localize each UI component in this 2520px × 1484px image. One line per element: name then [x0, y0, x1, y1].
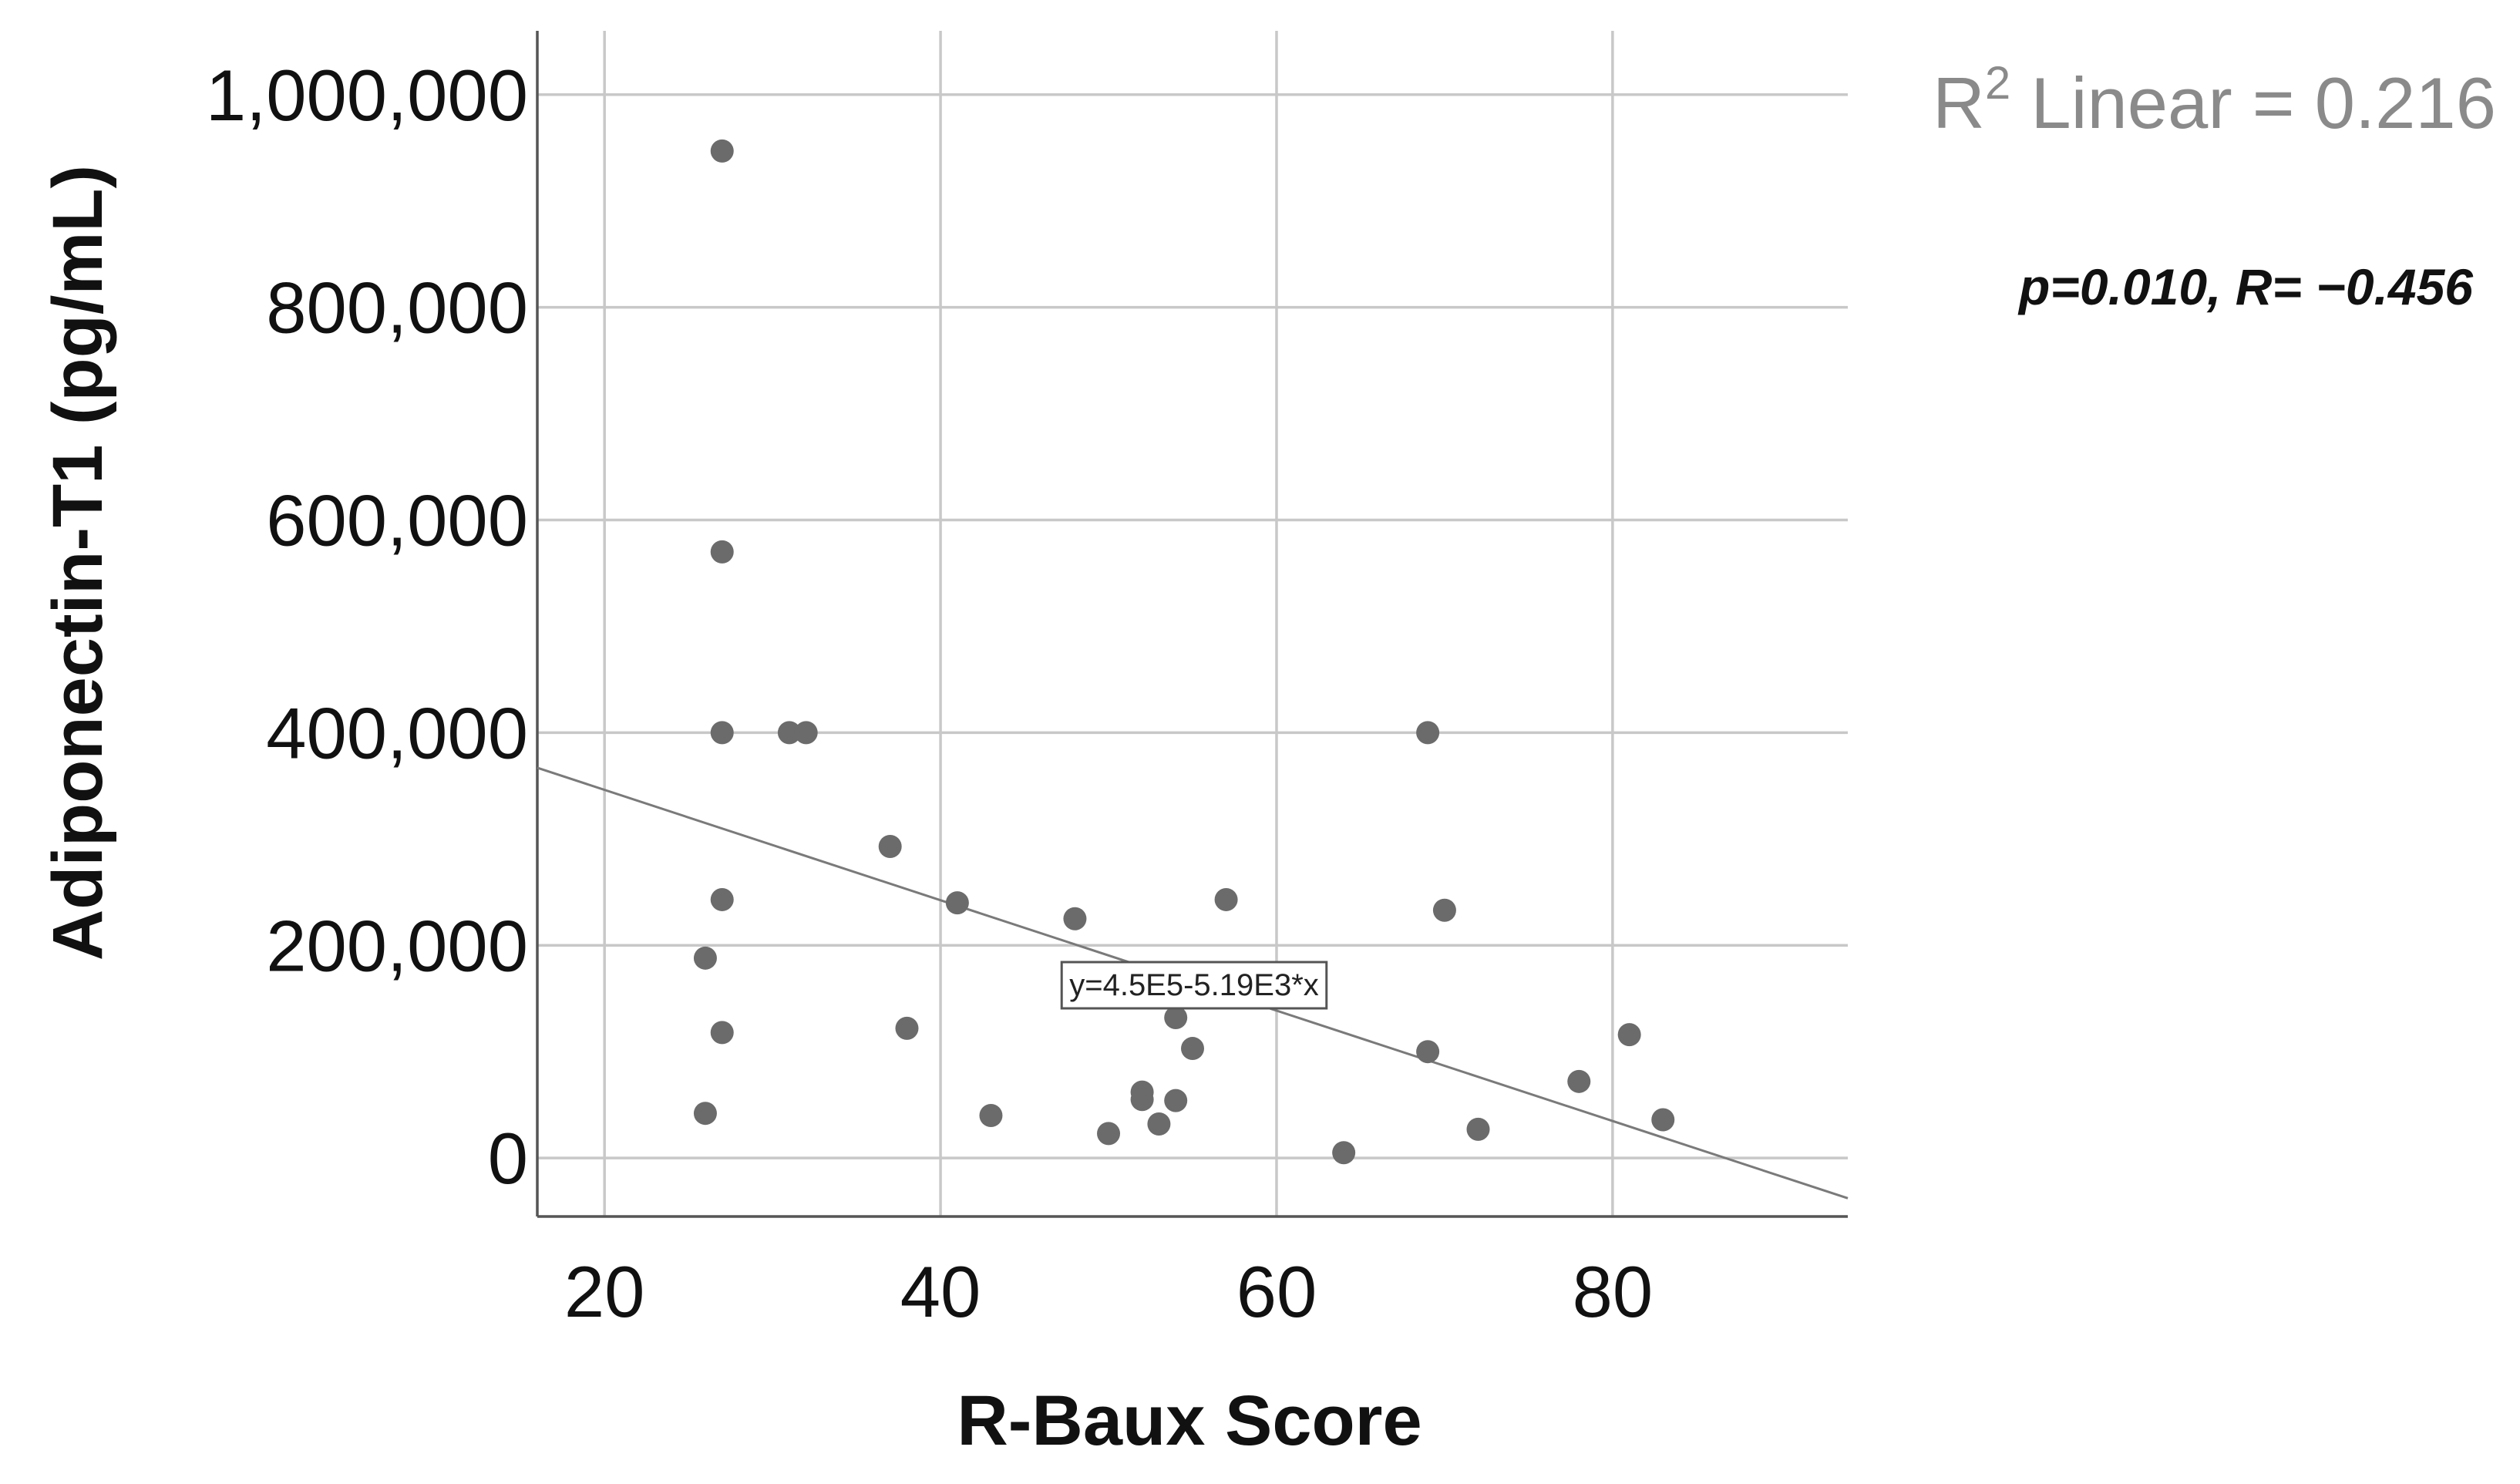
data-point: [945, 891, 969, 915]
data-point: [1181, 1037, 1204, 1061]
r-squared-prefix: R: [1933, 62, 1985, 143]
equation-label: y=4.5E5-5.19E3*x: [1060, 961, 1328, 1010]
y-tick-label: 600,000: [266, 480, 528, 561]
data-point: [1466, 1117, 1490, 1141]
data-point: [693, 1102, 717, 1126]
x-tick-label: 60: [1236, 1251, 1317, 1332]
data-point: [1651, 1108, 1675, 1132]
axes: [536, 31, 1848, 1218]
x-tick-label: 80: [1573, 1251, 1654, 1332]
r-squared-value: Linear = 0.216: [2010, 62, 2496, 143]
data-point: [1617, 1023, 1641, 1047]
data-point: [1164, 1006, 1188, 1030]
data-point: [794, 721, 818, 745]
x-tick-labels: 20 40 60 80: [564, 1251, 1653, 1332]
y-tick-label: 400,000: [266, 692, 528, 773]
data-point: [1432, 898, 1456, 922]
data-point: [1416, 1040, 1440, 1064]
data-point: [710, 1021, 734, 1045]
y-tick-label: 200,000: [266, 905, 528, 986]
data-point: [1147, 1112, 1171, 1136]
data-point: [1063, 907, 1087, 930]
y-tick-label: 800,000: [266, 268, 528, 348]
x-tick-label: 20: [564, 1251, 645, 1332]
x-axis-title: R-Baux Score: [957, 1381, 1421, 1460]
data-point: [710, 139, 734, 163]
horizontal-gridlines: [537, 93, 1848, 1159]
r-squared-superscript: 2: [1985, 57, 2010, 109]
data-point: [1416, 721, 1440, 745]
data-point: [1097, 1122, 1121, 1146]
data-point: [895, 1016, 919, 1040]
data-point: [1214, 887, 1238, 911]
data-point: [1567, 1069, 1591, 1093]
data-point: [710, 721, 734, 745]
data-point: [710, 540, 734, 564]
data-point: [777, 721, 801, 745]
vertical-gridlines: [603, 31, 1614, 1216]
data-point: [1164, 1089, 1188, 1112]
equation-box: [1060, 961, 1328, 1010]
y-axis-title: Adiponectin-T1 (pg/mL): [39, 165, 117, 961]
data-point: [1130, 1088, 1154, 1112]
data-point: [979, 1103, 1003, 1127]
stat-annotation: p=0.010, R= −0.456: [2017, 258, 2474, 315]
y-tick-labels: 0 200,000 400,000 600,000 800,000 1,000,000: [206, 55, 528, 1199]
data-point: [1332, 1141, 1356, 1165]
data-point: [710, 887, 734, 911]
y-tick-label: 0: [488, 1118, 528, 1199]
data-points: [693, 139, 1675, 1165]
r-squared-label: R2 Linear = 0.216: [1933, 57, 2496, 143]
data-point: [693, 946, 717, 970]
y-tick-label: 1,000,000: [206, 55, 528, 136]
x-tick-label: 40: [900, 1251, 981, 1332]
equation-text: y=4.5E5-5.19E3*x: [1069, 968, 1319, 1002]
data-point: [878, 834, 902, 858]
